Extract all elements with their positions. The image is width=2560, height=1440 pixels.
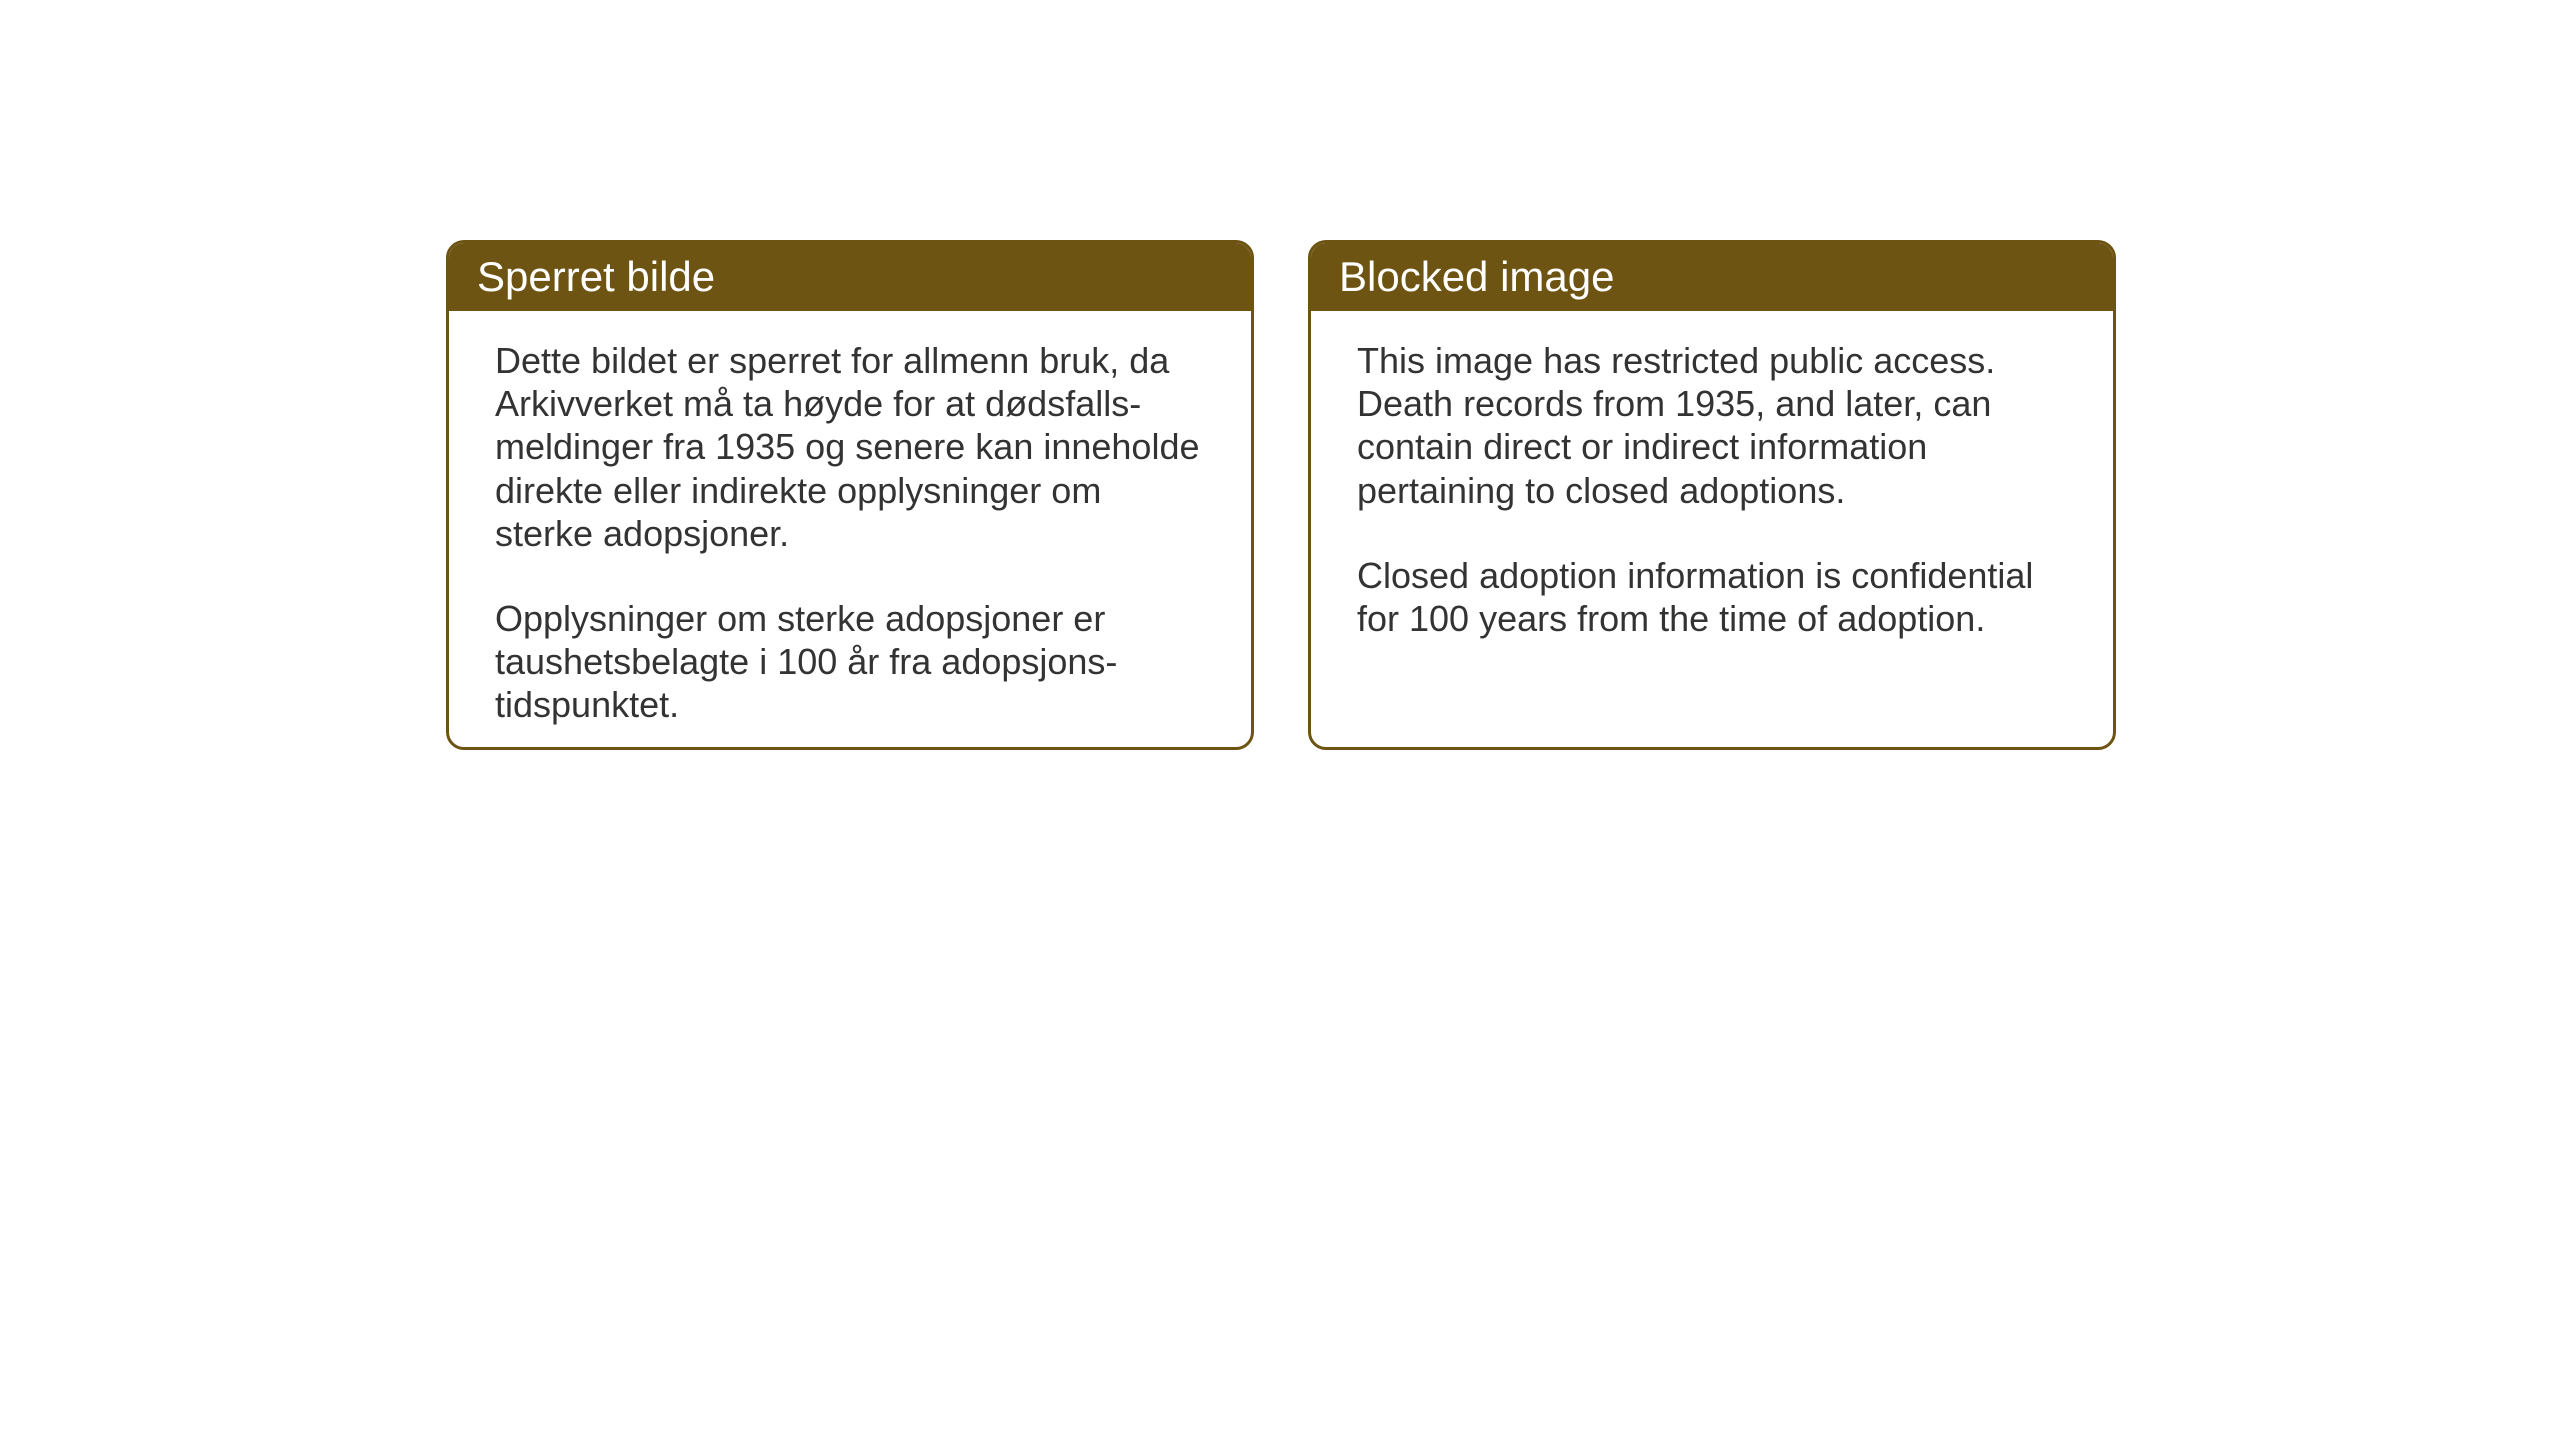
card-paragraph: Dette bildet er sperret for allmenn bruk… [495,339,1205,555]
notice-card-english: Blocked image This image has restricted … [1308,240,2116,750]
card-header-norwegian: Sperret bilde [449,243,1251,311]
card-body-english: This image has restricted public access.… [1311,311,2113,747]
notice-cards-container: Sperret bilde Dette bildet er sperret fo… [446,240,2116,750]
notice-card-norwegian: Sperret bilde Dette bildet er sperret fo… [446,240,1254,750]
card-paragraph: Opplysninger om sterke adopsjoner er tau… [495,597,1205,727]
card-paragraph: Closed adoption information is confident… [1357,554,2067,640]
card-body-norwegian: Dette bildet er sperret for allmenn bruk… [449,311,1251,750]
card-header-english: Blocked image [1311,243,2113,311]
card-paragraph: This image has restricted public access.… [1357,339,2067,512]
